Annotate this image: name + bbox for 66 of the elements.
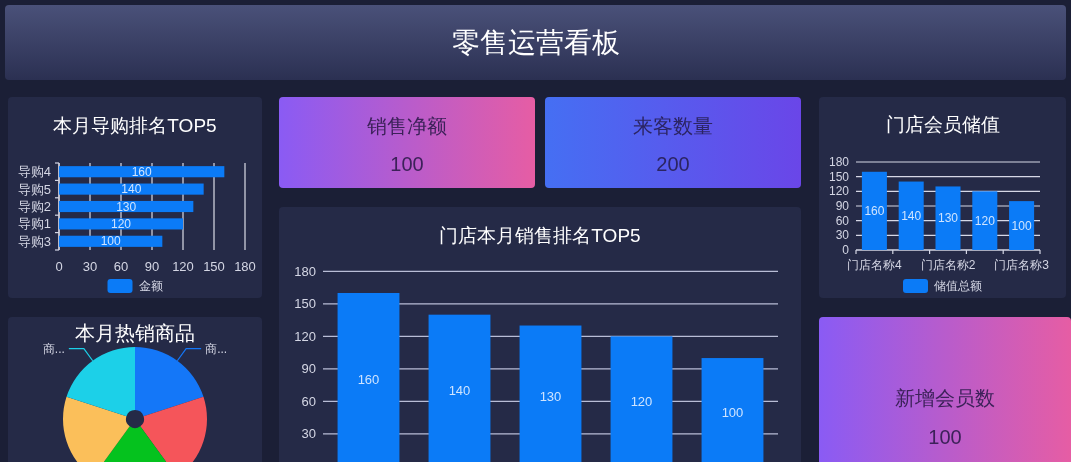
text: 来客数量 [633, 115, 713, 137]
y-tick-label: 150 [828, 169, 850, 184]
legend-label: 储值总额 [934, 279, 982, 293]
text: 200 [656, 153, 690, 175]
text: 新增会员数 [895, 387, 995, 409]
text: 零售运营看板 [451, 27, 620, 58]
y-tick-label: 导购1 [17, 216, 51, 232]
y-tick-label: 30 [301, 426, 316, 442]
data-label: 120 [110, 216, 132, 231]
bar [1009, 201, 1035, 250]
data-label: 120 [974, 213, 996, 228]
data-label: 140 [121, 182, 142, 197]
y-tick-label: 导购2 [17, 199, 51, 214]
y-tick-label: 60 [301, 393, 316, 409]
y-tick-label: 0 [842, 243, 850, 257]
x-tick-label: 120 [172, 258, 194, 274]
bar [972, 191, 998, 250]
x-tick-label: 门店名称2 [920, 258, 976, 272]
data-label: 130 [539, 388, 562, 404]
y-tick-label: 60 [835, 213, 850, 228]
data-label: 160 [131, 164, 152, 179]
data-label: 100 [100, 234, 121, 249]
bar [935, 186, 961, 250]
y-tick-label: 90 [301, 361, 316, 377]
text: 销售净额 [366, 115, 447, 137]
y-tick-label: 导购5 [17, 181, 51, 197]
data-label: 100 [1011, 218, 1032, 233]
text: 100 [928, 426, 962, 448]
text: 100 [390, 153, 424, 175]
data-label: 100 [721, 404, 744, 420]
x-tick-label: 60 [113, 258, 129, 274]
data-label: 120 [630, 393, 653, 409]
y-tick-label: 150 [294, 296, 316, 312]
data-label: 160 [864, 203, 885, 218]
bar [898, 181, 924, 250]
x-tick-label: 90 [144, 258, 160, 274]
y-tick-label: 90 [835, 199, 850, 213]
chart-title: 本月导购排名TOP5 [53, 114, 217, 136]
data-label: 160 [357, 372, 380, 388]
bar [59, 200, 194, 213]
y-tick-label: 180 [828, 155, 850, 169]
legend-label: 金额 [138, 279, 163, 293]
data-label: 140 [901, 208, 922, 223]
y-tick-label: 120 [828, 184, 850, 199]
y-tick-label: 30 [835, 228, 850, 243]
bar [59, 166, 225, 178]
data-label: 130 [116, 199, 137, 214]
slice-label: 商... [205, 341, 228, 356]
slice-label: 商... [42, 341, 65, 356]
chart-title: 本月热销商品 [75, 322, 195, 344]
x-tick-label: 180 [234, 258, 256, 274]
data-label: 140 [448, 383, 471, 399]
bar [59, 218, 183, 230]
bar [59, 183, 204, 195]
bar [861, 171, 887, 250]
chart-title: 门店会员储值 [885, 113, 1000, 135]
x-tick-label: 0 [55, 258, 63, 274]
y-tick-label: 导购3 [17, 233, 51, 249]
x-tick-label: 门店名称4 [847, 258, 903, 272]
y-tick-label: 120 [294, 328, 316, 344]
chart-title: 门店本月销售排名TOP5 [439, 224, 641, 246]
x-tick-label: 150 [203, 258, 225, 274]
data-label: 130 [937, 211, 959, 226]
x-tick-label: 30 [82, 258, 98, 274]
y-tick-label: 导购4 [17, 164, 51, 180]
x-tick-label: 门店名称3 [994, 258, 1050, 272]
